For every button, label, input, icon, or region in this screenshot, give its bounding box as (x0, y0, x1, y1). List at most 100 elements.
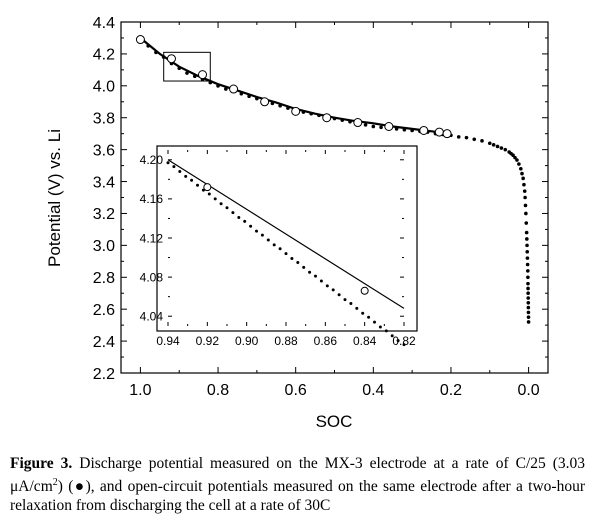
caption-line2-end: ) (●), and open-circuit potentials measu… (57, 478, 415, 496)
main-discharge-point (520, 171, 524, 176)
main-y-tick-label: 2.6 (93, 302, 115, 319)
inset-discharge-point (402, 343, 406, 347)
main-discharge-point (348, 119, 352, 124)
main-discharge-point (526, 315, 531, 319)
inset-y-tick-label: 4.16 (140, 192, 164, 206)
main-ocv-point (384, 122, 394, 132)
main-y-tick-label: 2.2 (93, 366, 115, 383)
main-discharge-point (270, 101, 275, 106)
inset-discharge-point (190, 178, 194, 182)
inset-y-tick-label: 4.20 (140, 153, 164, 167)
main-discharge-point (379, 125, 383, 130)
main-y-tick-label: 2.4 (93, 334, 115, 351)
main-discharge-point (317, 113, 321, 118)
figure-label: Figure 3. (10, 455, 73, 472)
main-discharge-point (340, 118, 345, 122)
main-ocv-point (419, 125, 429, 135)
main-y-tick-label: 4.4 (93, 15, 115, 32)
main-plot-data (135, 35, 531, 324)
inset-discharge-point (349, 302, 353, 306)
main-discharge-point (511, 153, 515, 158)
inset-discharge-point (302, 265, 306, 269)
main-discharge-point (480, 139, 484, 143)
main-discharge-point (371, 124, 376, 129)
main-discharge-point (247, 94, 251, 98)
main-y-tick-label: 3.6 (93, 142, 115, 159)
inset-discharge-point (272, 243, 276, 247)
figure: 1.0 0.8 0.6 0.4 0.2 0.0 2.2 2.4 2.6 2.8 3.0 3.2 3.4 3… (45, 15, 549, 431)
main-discharge-point (216, 84, 220, 88)
main-discharge-point (410, 128, 414, 133)
main-ocv-point (322, 113, 332, 123)
inset-y-tick-label: 4.08 (140, 270, 164, 284)
inset-x-tick-label: 0.94 (156, 334, 180, 348)
caption-line1: Discharge potential measured on the MX-3… (79, 455, 509, 472)
main-discharge-point (503, 147, 508, 152)
inset-discharge-point (231, 211, 235, 215)
main-discharge-point (526, 269, 530, 273)
main-y-tick-label: 3.0 (93, 238, 115, 255)
main-discharge-point (522, 182, 526, 187)
main-ocv-point (198, 70, 208, 80)
inset-ocv-point (360, 286, 369, 295)
inset-discharge-point (213, 197, 217, 201)
inset-discharge-point (373, 320, 376, 324)
main-discharge-point (521, 176, 525, 181)
main-discharge-point (523, 195, 527, 200)
main-discharge-point (526, 291, 530, 296)
inset-discharge-point (337, 293, 341, 297)
main-discharge-point (526, 320, 531, 324)
inset-discharge-point (396, 339, 400, 343)
main-discharge-point (524, 221, 529, 225)
main-discharge-point (525, 262, 530, 267)
inset-discharge-point (296, 260, 300, 264)
inset-discharge-point (255, 229, 258, 233)
inset-discharge-point (314, 274, 317, 278)
main-discharge-point (525, 237, 529, 241)
figure-caption: Figure 3. Discharge potential measured o… (10, 454, 585, 515)
main-ocv-point (353, 118, 363, 128)
inset-plot-data (166, 159, 406, 347)
main-discharge-point (526, 305, 531, 310)
main-discharge-point (526, 286, 530, 291)
inset-discharge-point (390, 334, 394, 338)
inset-discharge-point (290, 257, 294, 261)
caption-line3: electrode after a two-hour relaxation fr… (10, 478, 585, 515)
main-discharge-point (525, 256, 530, 260)
main-y-tick-label: 3.8 (93, 110, 115, 127)
inset-axis-ticks: 0.94 0.92 0.90 0.88 0.86 0.84 0.82 4.04 4.08 4.12… (140, 150, 416, 348)
main-discharge-point (524, 211, 528, 216)
inset-x-tick-label: 0.90 (235, 334, 259, 348)
inset-discharge-point (225, 206, 229, 210)
main-axis-ticks: 1.0 0.8 0.6 0.4 0.2 0.0 2.2 2.4 2.6 2.8 3.0 3.2 3.4 3… (93, 15, 548, 399)
main-ocv-point (260, 97, 270, 107)
main-discharge-point (499, 146, 504, 150)
inset-discharge-point (266, 238, 270, 242)
caption-superscript: 2 (52, 477, 58, 488)
inset-y-tick-label: 4.12 (140, 231, 164, 245)
inset-discharge-point (384, 329, 388, 333)
main-discharge-point (513, 155, 517, 160)
main-discharge-point (402, 127, 407, 132)
main-discharge-point (525, 243, 529, 248)
inset-x-tick-label: 0.88 (274, 334, 298, 348)
inset-discharge-point (319, 279, 323, 283)
main-discharge-point (524, 230, 529, 235)
main-discharge-point (394, 127, 399, 131)
main-ocv-point (434, 127, 444, 137)
inset-discharge-point (367, 315, 371, 319)
inset-discharge-point (331, 288, 335, 292)
main-discharge-point (523, 203, 528, 208)
inset-x-tick-label: 0.84 (353, 334, 377, 348)
inset-discharge-point (172, 165, 176, 169)
main-ocv-point (135, 35, 145, 45)
main-discharge-point (332, 116, 337, 121)
inset-x-tick-label: 0.92 (196, 334, 220, 348)
main-ocv-point (291, 106, 301, 116)
inset-frame (156, 145, 418, 332)
inset-discharge-point (284, 252, 288, 256)
main-discharge-point (487, 141, 492, 146)
main-y-tick-label: 2.8 (93, 270, 115, 287)
main-discharge-point (154, 50, 158, 55)
inset-discharge-point (243, 219, 247, 223)
